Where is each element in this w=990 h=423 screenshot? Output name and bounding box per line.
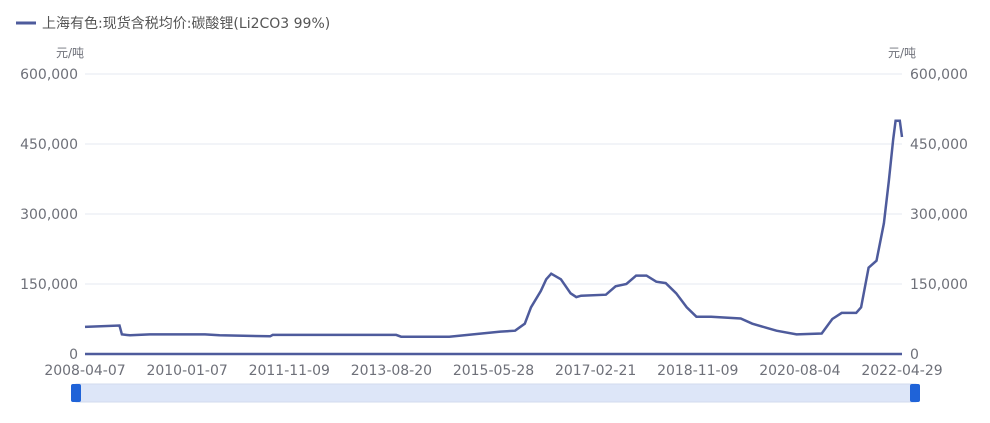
- x-tick-label: 2022-04-29: [861, 363, 942, 379]
- x-tick-label: 2013-08-20: [351, 363, 432, 379]
- y-tick-label-left: 0: [69, 347, 78, 363]
- x-tick-label: 2015-05-28: [453, 363, 534, 379]
- legend-label[interactable]: 上海有色:现货含税均价:碳酸锂(Li2CO3 99%): [42, 15, 330, 32]
- y-unit-left: 元/吨: [56, 46, 84, 60]
- x-tick-label: 2020-08-04: [759, 363, 840, 379]
- x-tick-label: 2010-01-07: [146, 363, 227, 379]
- y-tick-label-right: 150,000: [910, 277, 968, 293]
- x-tick-label: 2008-04-07: [44, 363, 125, 379]
- x-tick-label: 2018-11-09: [657, 363, 738, 379]
- y-tick-label-right: 600,000: [910, 67, 968, 83]
- y-tick-label-left: 450,000: [20, 137, 78, 153]
- y-tick-label-left: 600,000: [20, 67, 78, 83]
- y-tick-label-right: 450,000: [910, 137, 968, 153]
- series-line: [84, 119, 904, 338]
- y-tick-label-left: 150,000: [20, 277, 78, 293]
- datazoom-handle-left[interactable]: [71, 384, 81, 402]
- y-unit-right: 元/吨: [888, 46, 916, 60]
- x-tick-label: 2011-11-09: [249, 363, 330, 379]
- y-tick-label-left: 300,000: [20, 207, 78, 223]
- x-tick-label: 2017-02-21: [555, 363, 636, 379]
- y-tick-label-right: 0: [910, 347, 919, 363]
- datazoom-handle-right[interactable]: [910, 384, 920, 402]
- datazoom-track[interactable]: [75, 383, 917, 403]
- y-tick-label-right: 300,000: [910, 207, 968, 223]
